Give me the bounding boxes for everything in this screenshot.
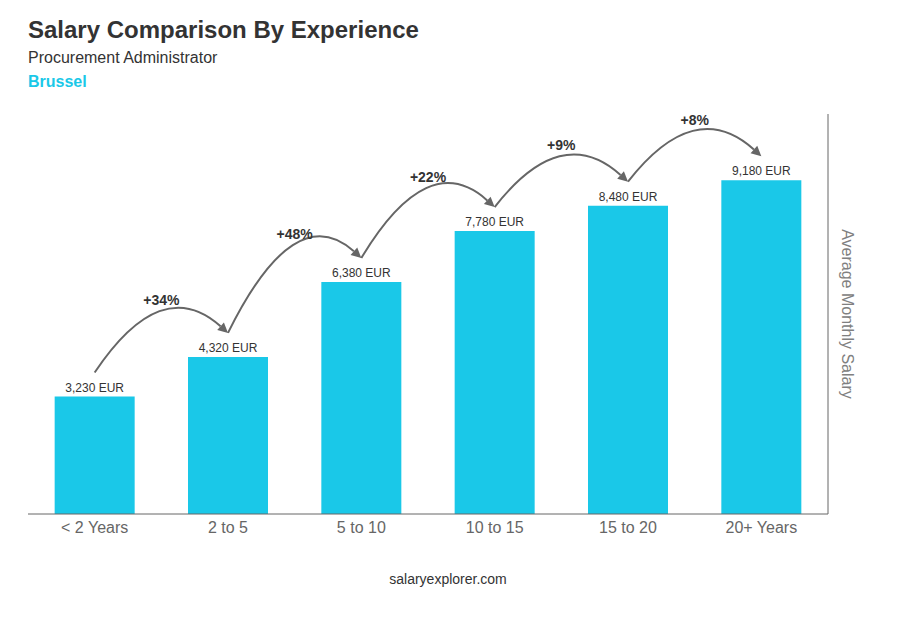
svg-text:2 to 5: 2 to 5: [208, 519, 248, 536]
svg-text:< 2 Years: < 2 Years: [61, 519, 128, 536]
svg-text:+9%: +9%: [547, 137, 576, 153]
html-text:Salary Comparison By Experienc: Salary Comparison By Experience: [28, 16, 419, 43]
html-text:Procurement Administrator: Procurement Administrator: [28, 49, 218, 66]
svg-text:15 to 20: 15 to 20: [599, 519, 657, 536]
svg-text:20+ Years: 20+ Years: [726, 519, 798, 536]
svg-text:+34%: +34%: [143, 292, 180, 308]
svg-text:+48%: +48%: [277, 226, 314, 242]
svg-text:7,780 EUR: 7,780 EUR: [465, 215, 524, 229]
svg-text:8,480 EUR: 8,480 EUR: [599, 190, 658, 204]
svg-text:10 to 15: 10 to 15: [466, 519, 524, 536]
html-text:salaryexplorer.com: salaryexplorer.com: [389, 571, 507, 587]
svg-text:5 to 10: 5 to 10: [337, 519, 386, 536]
svg-text:4,320 EUR: 4,320 EUR: [199, 341, 258, 355]
svg-text:+22%: +22%: [410, 169, 447, 185]
svg-text:Average Monthly Salary: Average Monthly Salary: [839, 229, 856, 399]
svg-text:3,230 EUR: 3,230 EUR: [65, 381, 124, 395]
html-text:Brussel: Brussel: [28, 73, 87, 90]
svg-text:+8%: +8%: [680, 112, 709, 128]
svg-text:9,180 EUR: 9,180 EUR: [732, 164, 791, 178]
svg-text:6,380 EUR: 6,380 EUR: [332, 266, 391, 280]
